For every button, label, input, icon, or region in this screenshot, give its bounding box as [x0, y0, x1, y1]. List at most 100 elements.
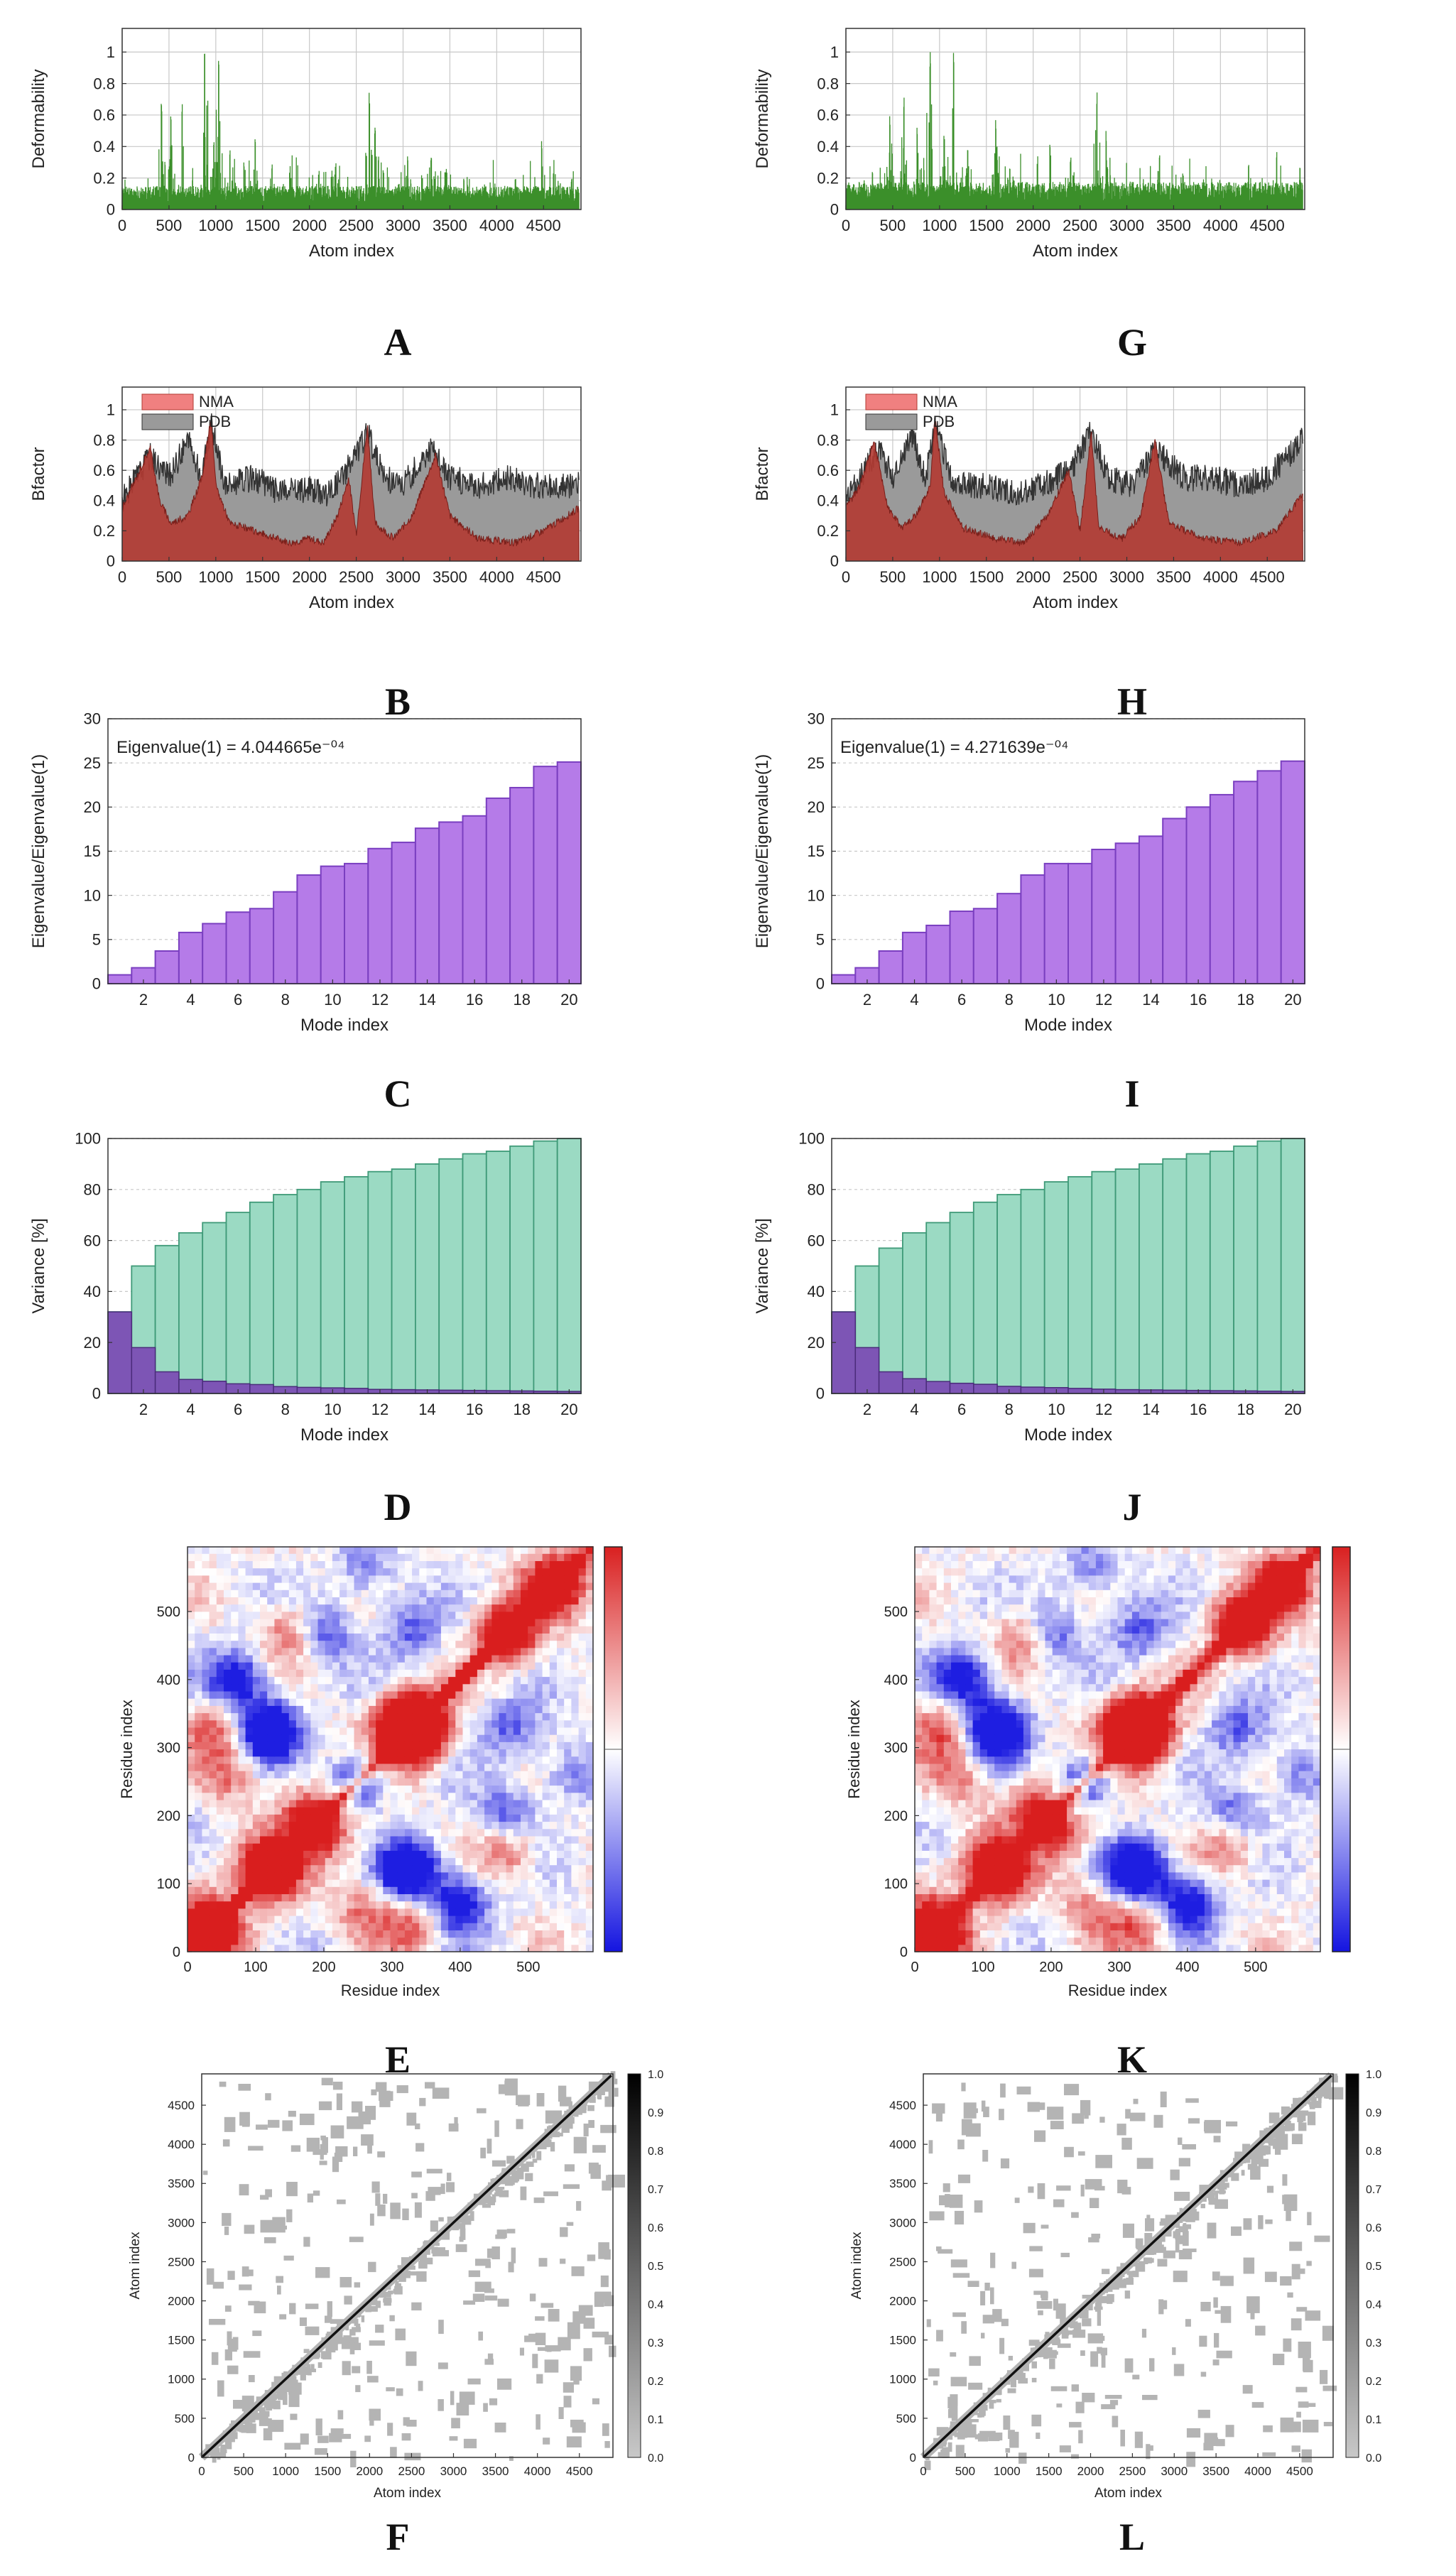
heatmap-cell: [578, 1908, 587, 1916]
heatmap-cell: [224, 1799, 232, 1808]
heatmap-cell: [578, 1719, 587, 1728]
heatmap-cell: [1124, 1864, 1133, 1873]
heatmap-cell: [1016, 1799, 1024, 1808]
heatmap-cell: [915, 1930, 923, 1938]
heatmap-cell: [404, 1792, 413, 1800]
heatmap-cell: [245, 1799, 254, 1808]
heatmap-cell: [1103, 1923, 1111, 1930]
heatmap-cell: [1146, 1886, 1155, 1894]
eigen-bar: [533, 766, 558, 984]
x-tick-label: 8: [281, 1401, 290, 1418]
heatmap-cell: [376, 1734, 384, 1742]
heatmap-cell: [440, 1785, 449, 1793]
x-tick-label: 4000: [1203, 568, 1238, 586]
heatmap-cell: [303, 1560, 311, 1569]
heatmap-cell: [521, 1763, 528, 1771]
heatmap-cell: [1095, 1886, 1104, 1894]
heatmap-cell: [462, 1937, 471, 1945]
heatmap-cell: [1059, 1712, 1067, 1721]
heatmap-cell: [412, 1734, 420, 1742]
heatmap-cell: [987, 1923, 995, 1930]
heatmap-cell: [433, 1886, 442, 1894]
heatmap-cell: [469, 1857, 478, 1866]
heatmap-cell: [433, 1712, 442, 1721]
heatmap-cell: [404, 1662, 413, 1670]
variance-cumulative-bar: [1139, 1163, 1164, 1394]
heatmap-cell: [376, 1756, 384, 1764]
heatmap-cell: [433, 1937, 442, 1945]
heatmap-cell: [433, 1698, 442, 1706]
heatmap-cell: [202, 1835, 210, 1844]
heatmap-cell: [1038, 1792, 1046, 1800]
heatmap-cell: [267, 1871, 275, 1880]
heatmap-cell: [564, 1619, 572, 1626]
heatmap-cell: [1088, 1792, 1097, 1800]
heatmap-cell: [188, 1864, 195, 1873]
heatmap-cell: [915, 1785, 923, 1793]
heatmap-cell: [943, 1893, 952, 1902]
heatmap-cell: [542, 1763, 550, 1771]
heatmap-cell: [412, 1814, 420, 1822]
heatmap-cell: [578, 1546, 587, 1554]
heatmap-cell: [578, 1633, 587, 1641]
heatmap-cell: [448, 1589, 456, 1597]
heatmap-cell: [1146, 1864, 1155, 1873]
heatmap-cell: [188, 1879, 195, 1887]
heatmap-cell: [542, 1705, 550, 1714]
heatmap-cell: [295, 1799, 304, 1808]
heatmap-cell: [557, 1828, 565, 1837]
heatmap-cell: [1045, 1799, 1053, 1808]
heatmap-cell: [419, 1893, 428, 1902]
heatmap-cell: [433, 1814, 442, 1822]
heatmap-cell: [1038, 1930, 1046, 1938]
x-tick-label: 3500: [433, 568, 467, 586]
x-axis-label: Mode index: [300, 1425, 389, 1445]
heatmap-cell: [965, 1705, 974, 1714]
eigen-bar: [831, 974, 857, 984]
heatmap-cell: [252, 1734, 261, 1742]
heatmap-cell: [288, 1763, 297, 1771]
heatmap-cell: [958, 1734, 966, 1742]
variance-cumulative-bar: [225, 1212, 251, 1394]
heatmap-cell: [390, 1604, 398, 1612]
heatmap-cell: [542, 1640, 550, 1648]
heatmap-cell: [929, 1690, 938, 1699]
heatmap-cell: [252, 1807, 261, 1815]
heatmap-cell: [972, 1712, 981, 1721]
heatmap-cell: [448, 1814, 456, 1822]
heatmap-cell: [238, 1778, 246, 1786]
heatmap-cell: [1103, 1930, 1111, 1938]
heatmap-cell: [462, 1923, 471, 1930]
heatmap-cell: [1074, 1749, 1082, 1757]
heatmap-cell: [376, 1749, 384, 1757]
heatmap-cell: [1045, 1901, 1053, 1909]
heatmap-cell: [354, 1640, 362, 1648]
heatmap-cell: [368, 1879, 376, 1887]
heatmap-cell: [412, 1771, 420, 1778]
heatmap-cell: [238, 1930, 246, 1938]
heatmap-cell: [506, 1785, 514, 1793]
heatmap-cell: [1023, 1930, 1031, 1938]
heatmap-cell: [339, 1705, 347, 1714]
heatmap-cell: [484, 1850, 492, 1859]
heatmap-cell: [585, 1944, 594, 1952]
heatmap-cell: [267, 1923, 275, 1930]
heatmap-cell: [325, 1640, 333, 1648]
heatmap-cell: [455, 1597, 464, 1605]
heatmap-cell: [202, 1575, 210, 1583]
heatmap-cell: [383, 1611, 391, 1619]
heatmap-cell: [231, 1727, 239, 1735]
heatmap-cell: [936, 1901, 945, 1909]
heatmap-cell: [564, 1654, 572, 1663]
heatmap-cell: [303, 1719, 311, 1728]
heatmap-cell: [469, 1690, 478, 1699]
heatmap-cell: [317, 1771, 326, 1778]
heatmap-cell: [1023, 1944, 1031, 1952]
heatmap-cell: [506, 1930, 514, 1938]
heatmap-cell: [951, 1871, 959, 1880]
heatmap-cell: [1131, 1864, 1140, 1873]
heatmap-cell: [571, 1763, 580, 1771]
heatmap-cell: [513, 1901, 521, 1909]
x-tick-label: 3500: [1156, 217, 1191, 234]
heatmap-cell: [1001, 1763, 1010, 1771]
